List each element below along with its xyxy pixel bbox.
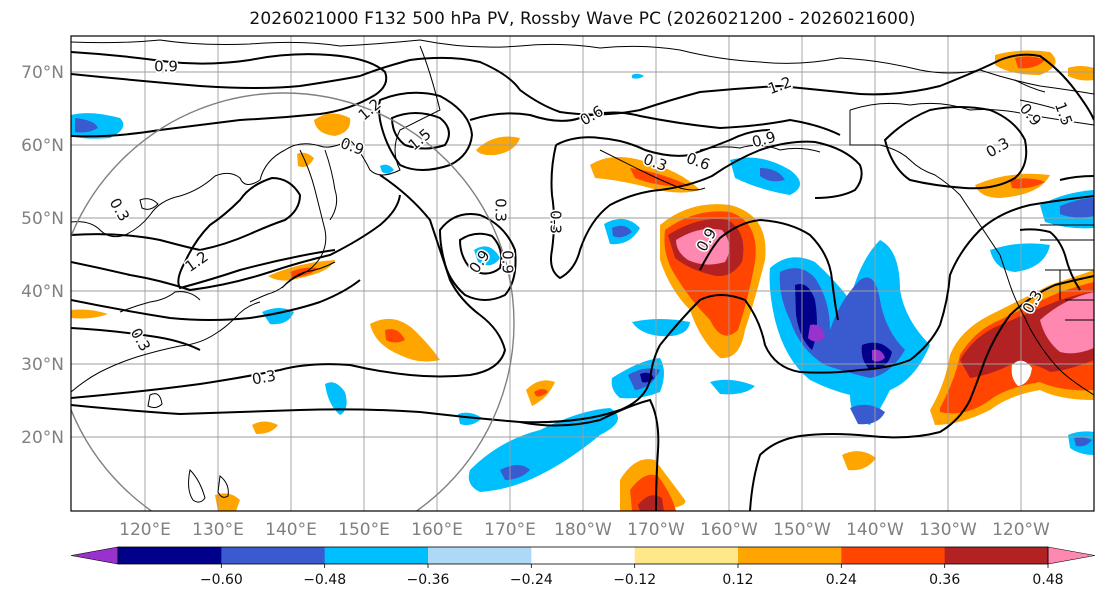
colorbar-swatch — [221, 547, 326, 564]
anomaly-region — [215, 493, 240, 511]
anomaly-region — [252, 421, 278, 434]
colorbar-swatch — [428, 547, 532, 564]
colorbar-tick-label: 0.36 — [929, 572, 960, 588]
anomaly-region — [500, 465, 530, 480]
lon-label: 180°W — [554, 520, 612, 540]
anomaly-region — [1040, 292, 1094, 354]
anomaly-region — [1010, 178, 1045, 189]
lon-label: 170°E — [484, 520, 536, 540]
lat-label: 30°N — [21, 355, 64, 375]
lon-label: 120°W — [992, 520, 1050, 540]
anomaly-region — [314, 113, 351, 136]
map-title: 2026021000 F132 500 hPa PV, Rossby Wave … — [249, 9, 916, 29]
anomaly-region — [370, 318, 440, 362]
anomaly-region — [808, 324, 825, 342]
lon-label: 130°W — [919, 520, 977, 540]
lon-label: 120°E — [119, 520, 171, 540]
anomaly-region — [1011, 360, 1032, 386]
anomaly-region — [1060, 198, 1094, 218]
radius-circle — [71, 92, 515, 511]
lat-label: 20°N — [21, 428, 64, 448]
colorbar-tick-label: −0.60 — [200, 572, 243, 588]
colorbar-tick-label: 0.48 — [1032, 572, 1063, 588]
colorbar: −0.60 −0.48 −0.36 −0.24 −0.12 0.12 0.24 0.36 0.4… — [70, 546, 1096, 588]
colorbar-tick-label: 0.24 — [826, 572, 857, 588]
contour-label: 1.5 — [1051, 100, 1076, 129]
anomaly-region — [612, 225, 632, 238]
lon-label: 140°E — [265, 520, 317, 540]
anomaly-region — [297, 152, 314, 167]
contour-label: 0.9 — [499, 250, 517, 274]
anomaly-region — [990, 243, 1050, 272]
lat-label: 40°N — [21, 282, 64, 302]
anomaly-region — [842, 451, 876, 471]
anomaly-region — [75, 118, 98, 133]
longitude-labels: 120°E 130°E 140°E 150°E 160°E 170°E 180°… — [119, 520, 1050, 540]
map-frame — [70, 35, 1095, 512]
anomaly-region — [385, 329, 405, 343]
colorbar-swatch — [841, 547, 946, 564]
anomaly-region — [458, 412, 482, 426]
colorbar-tick-label: −0.24 — [510, 572, 553, 588]
lon-label: 140°W — [846, 520, 904, 540]
lon-label: 130°E — [192, 520, 244, 540]
contour-label: 1.2 — [182, 247, 212, 275]
colorbar-extend-high — [1047, 546, 1096, 565]
lon-label: 150°E — [338, 520, 390, 540]
lon-label: 170°W — [627, 520, 685, 540]
anomaly-region — [325, 382, 347, 415]
anomaly-region — [380, 164, 394, 174]
pv-contours — [71, 51, 1094, 511]
anomaly-region — [850, 404, 885, 425]
lat-label: 60°N — [21, 136, 64, 156]
colorbar-swatch — [944, 547, 1049, 564]
latitude-labels: 70°N 60°N 50°N 40°N 30°N 20°N — [21, 63, 64, 448]
anomaly-region — [632, 73, 644, 79]
colorbar-outline — [117, 546, 1049, 565]
contour-label: 0.3 — [106, 195, 134, 225]
anomaly-region — [710, 379, 755, 395]
contour-label: 1.2 — [766, 73, 795, 98]
contour-label: 0.6 — [684, 149, 713, 174]
colorbar-swatch — [324, 547, 429, 564]
anomaly-region — [1068, 66, 1094, 81]
gridlines — [71, 36, 1094, 511]
contour-label: 0.3 — [127, 325, 155, 355]
anomaly-region — [676, 228, 730, 265]
contour-label: 0.6 — [577, 102, 607, 130]
anomaly-region — [632, 319, 690, 337]
colorbar-tick-label: −0.48 — [303, 572, 346, 588]
colorbar-tick-label: 0.12 — [722, 572, 753, 588]
lon-label: 160°W — [700, 520, 758, 540]
colorbar-extend-low — [70, 546, 119, 565]
lon-label: 150°W — [773, 520, 831, 540]
colorbar-swatch — [738, 547, 842, 564]
colorbar-tick-label: −0.12 — [613, 572, 656, 588]
anomaly-region — [1015, 56, 1045, 69]
anomaly-region — [638, 495, 664, 511]
colorbar-tick-label: −0.36 — [407, 572, 450, 588]
colorbar-swatch — [531, 547, 636, 564]
anomaly-region — [474, 246, 500, 266]
contour-label: 0.3 — [983, 134, 1013, 162]
anomaly-region — [476, 136, 520, 156]
anomaly-region — [760, 168, 785, 182]
anomaly-region — [71, 309, 108, 319]
contour-label: 0.3 — [251, 367, 278, 389]
contour-label: 0.9 — [154, 58, 178, 76]
anomaly-region — [534, 389, 548, 397]
colorbar-swatch — [634, 547, 739, 564]
contour-label: 0.3 — [547, 210, 565, 234]
lat-label: 50°N — [21, 209, 64, 229]
lat-label: 70°N — [21, 63, 64, 83]
colorbar-swatch — [118, 547, 222, 564]
contour-label: 0.3 — [492, 198, 510, 222]
lon-label: 160°E — [411, 520, 463, 540]
anomaly-region — [1074, 437, 1092, 447]
